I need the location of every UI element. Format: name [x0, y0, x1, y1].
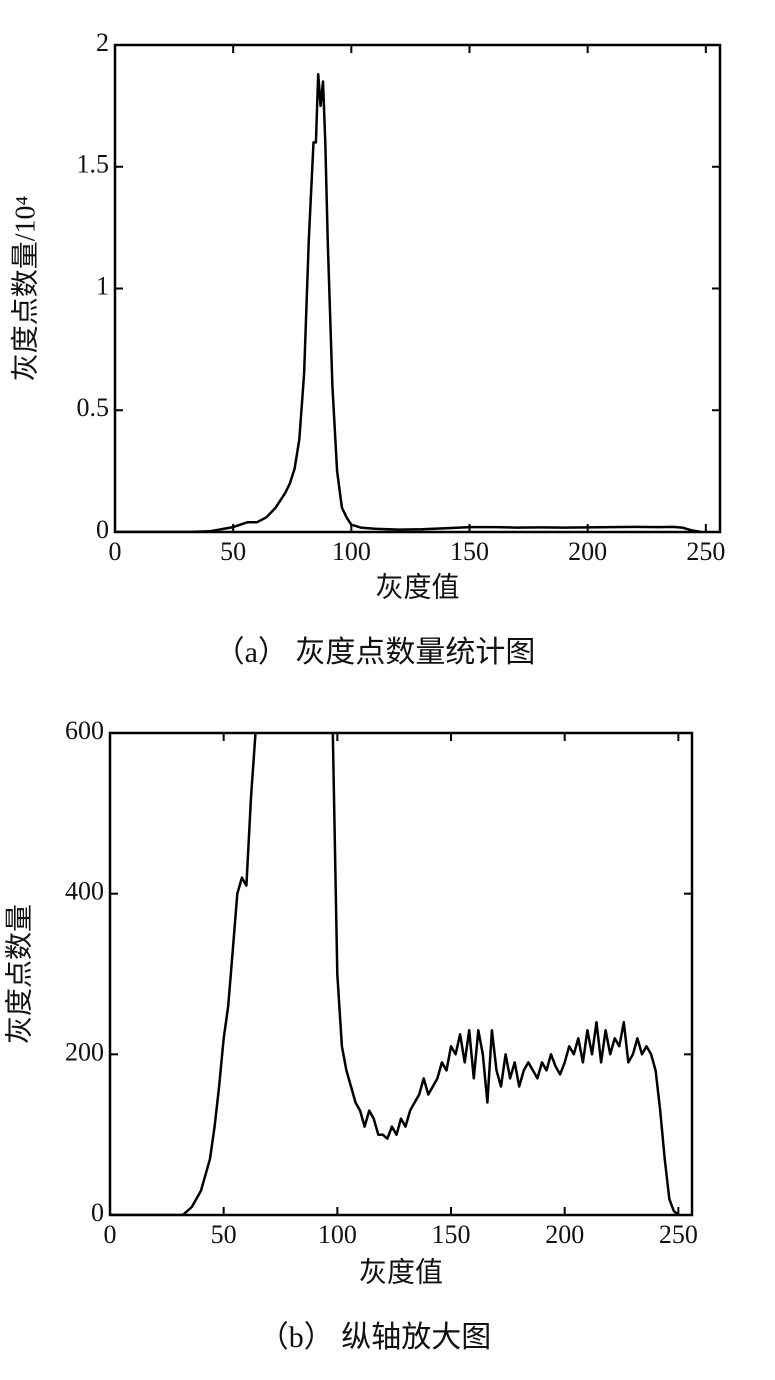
plot-frame: [113, 43, 722, 534]
x-axis-label: 灰度值: [375, 571, 459, 603]
chart: 0 200 400 600 0 50 100 150 200 250 灰度值 灰度点数量 （b） 纵轴放…: [3, 716, 698, 1354]
caption: （a） 灰度点数量统计图: [215, 636, 536, 669]
x-tick-label: 250: [686, 537, 725, 566]
x-tick-label: 150: [432, 1220, 471, 1249]
y-tick-label: 2: [96, 28, 109, 57]
y-tick-label: 0: [91, 1198, 104, 1227]
y-tick-label: 600: [65, 716, 104, 745]
x-axis-label: 灰度值: [359, 1256, 443, 1288]
x-tick-label: 100: [318, 1220, 357, 1249]
y-tick-label: 400: [65, 877, 104, 906]
x-tick-label: 50: [211, 1220, 237, 1249]
x-tick-label: 200: [568, 537, 607, 566]
plot-frame: [108, 731, 694, 1217]
y-tick-label: 0.5: [77, 393, 110, 422]
line: [115, 72, 702, 532]
line: [110, 733, 680, 1215]
x-tick-label: 50: [220, 537, 246, 566]
y-axis-label: 灰度点数量/10⁴: [9, 196, 41, 382]
y-axis-label: 灰度点数量: [3, 904, 35, 1044]
y-tick-label: 1.5: [77, 150, 110, 179]
y-tick-label: 200: [65, 1037, 104, 1066]
y-tick-label: 0: [96, 515, 109, 544]
chart: 0 0.5 1 1.5 2 0 50 100 150 200 250 灰度值 灰度点数量/10⁴ （a） …: [9, 28, 725, 669]
x-tick-label: 150: [450, 537, 489, 566]
x-tick-label: 0: [104, 1220, 117, 1249]
x-tick-label: 100: [332, 537, 371, 566]
caption: （b） 纵轴放大图: [259, 1321, 492, 1354]
x-tick-label: 200: [545, 1220, 584, 1249]
x-tick-label: 250: [659, 1220, 698, 1249]
x-tick-label: 0: [109, 537, 122, 566]
y-tick-label: 1: [96, 271, 109, 300]
